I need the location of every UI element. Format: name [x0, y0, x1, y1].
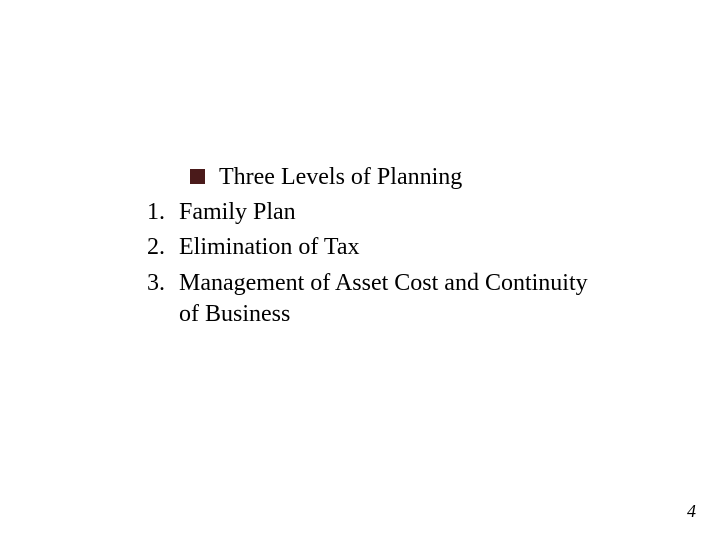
item-number: 1.	[120, 197, 165, 228]
item-text: Family Plan	[179, 197, 600, 228]
item-text: Management of Asset Cost and Continuity …	[179, 268, 600, 330]
bullet-heading: Three Levels of Planning	[120, 162, 600, 193]
item-number: 3.	[120, 268, 165, 299]
list-item: 3. Management of Asset Cost and Continui…	[120, 268, 600, 330]
bullet-title-text: Three Levels of Planning	[219, 162, 462, 193]
list-item: 1. Family Plan	[120, 197, 600, 228]
slide-content: Three Levels of Planning 1. Family Plan …	[120, 162, 600, 334]
square-bullet-icon	[190, 169, 205, 184]
item-number: 2.	[120, 232, 165, 263]
item-text: Elimination of Tax	[179, 232, 600, 263]
list-item: 2. Elimination of Tax	[120, 232, 600, 263]
page-number: 4	[687, 501, 696, 522]
